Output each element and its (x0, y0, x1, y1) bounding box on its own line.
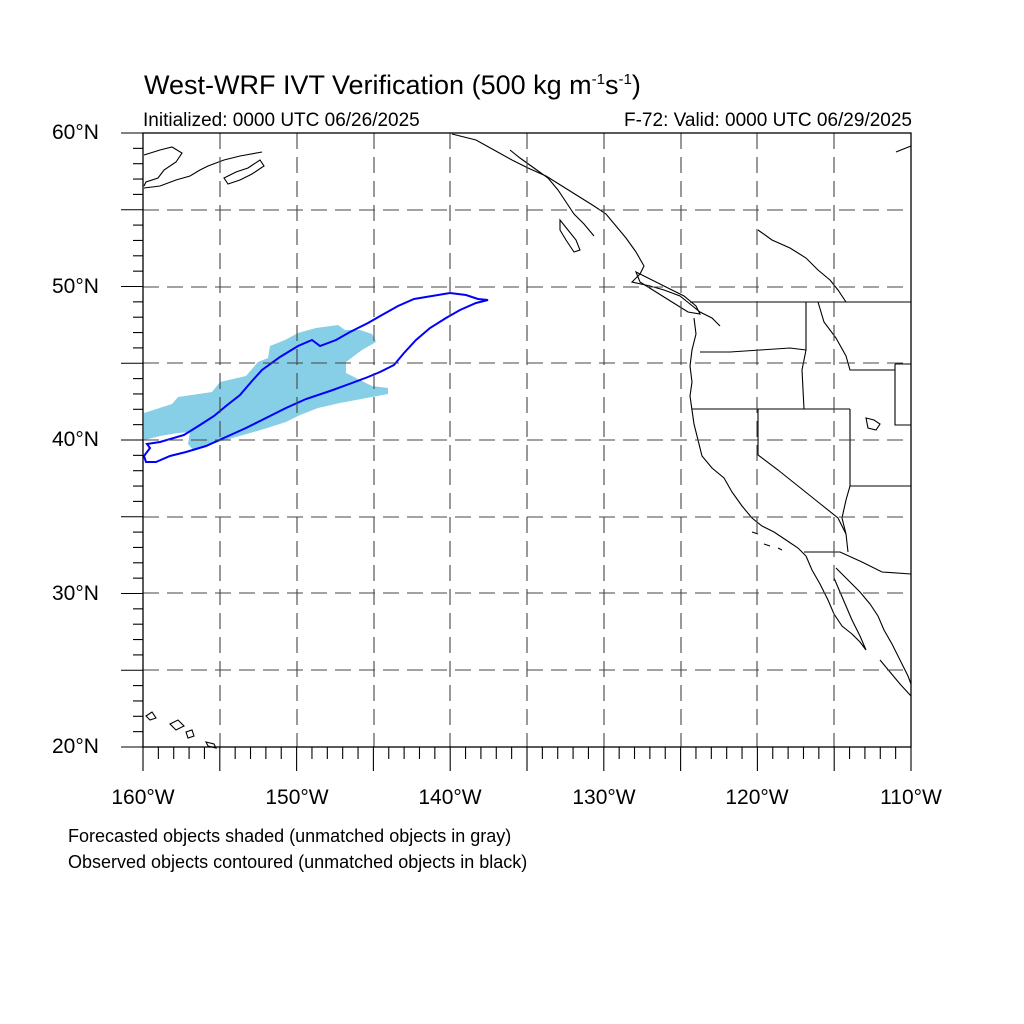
title-unit-s: s (604, 70, 619, 100)
chart-title: West-WRF IVT Verification (500 kg m-1s-1… (144, 70, 641, 101)
valid-time-label: F-72: Valid: 0000 UTC 06/29/2025 (624, 110, 912, 131)
title-exponent-1: -1 (591, 71, 605, 88)
us-west-coast (689, 317, 807, 557)
channel-islands (751, 531, 783, 551)
axis-ticks (121, 132, 912, 771)
california-nevada-border (757, 409, 847, 535)
lat-label-20: 20°N (52, 735, 99, 758)
lon-label-110w: 110°W (880, 786, 942, 809)
lat-label-40: 40°N (52, 428, 99, 451)
idaho-border (801, 302, 807, 410)
coastlines (143, 133, 912, 749)
forecast-object-shaded (144, 325, 388, 451)
nevada-utah-border (849, 409, 911, 487)
washington-oregon-border (700, 347, 807, 353)
note-observed-objects: Observed objects contoured (unmatched ob… (68, 852, 528, 872)
gulf-of-alaska-coast (451, 133, 721, 327)
alaska-coast-west (143, 146, 183, 187)
map-grid (143, 133, 911, 747)
haida-gwaii (559, 218, 581, 253)
lon-label-150w: 150°W (265, 786, 329, 809)
nw-canada-coast (895, 145, 912, 153)
us-mexico-border (804, 551, 912, 575)
lon-label-160w: 160°W (111, 786, 175, 809)
initialized-label: Initialized: 0000 UTC 06/26/2025 (143, 110, 420, 131)
title-exponent-2: -1 (618, 71, 632, 88)
montana-idaho-border (817, 301, 895, 371)
lat-label-50: 50°N (52, 275, 99, 298)
alaska-coast-south (143, 151, 263, 189)
canada-interior-river (757, 229, 847, 303)
alaska-panhandle-islands (509, 149, 595, 237)
title-text: West-WRF IVT Verification (500 kg m (144, 70, 592, 100)
observed-object-contour (142, 291, 489, 463)
baja-california (805, 555, 867, 651)
lat-label-60: 60°N (52, 121, 99, 144)
wyoming-border (894, 363, 911, 426)
vancouver-island (634, 270, 701, 315)
lat-label-30: 30°N (52, 582, 99, 605)
lon-label-140w: 140°W (418, 786, 482, 809)
hawaiian-islands (145, 711, 218, 749)
title-close: ) (631, 70, 641, 100)
arizona-border (841, 485, 851, 553)
kodiak-island (223, 159, 265, 185)
mexico-southern-coast (879, 659, 912, 697)
lon-label-130w: 130°W (572, 786, 636, 809)
mexico-mainland-coast (835, 567, 912, 685)
lon-label-120w: 120°W (725, 786, 789, 809)
note-forecast-objects: Forecasted objects shaded (unmatched obj… (68, 826, 512, 846)
great-salt-lake (865, 417, 881, 431)
